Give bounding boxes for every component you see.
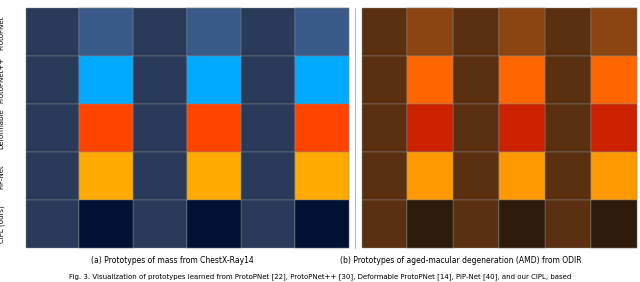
Bar [187, 56, 241, 104]
Bar [241, 8, 295, 56]
Bar [295, 8, 349, 56]
Bar [362, 104, 408, 152]
Bar [591, 200, 637, 248]
Bar [187, 56, 241, 104]
Bar [499, 56, 545, 104]
Bar [453, 152, 499, 200]
Bar [453, 56, 499, 104]
Bar [26, 56, 79, 104]
Bar [545, 200, 591, 248]
Text: Fig. 3. Visualization of prototypes learned from ProtoPNet [22], ProtoPNet++ [30: Fig. 3. Visualization of prototypes lear… [69, 274, 571, 280]
Bar [499, 152, 545, 200]
Bar [295, 200, 349, 248]
Bar [79, 56, 133, 104]
Bar [241, 152, 295, 200]
Bar [499, 104, 545, 152]
Bar [408, 8, 453, 56]
Bar [187, 200, 241, 248]
Bar [79, 152, 133, 200]
Bar [408, 200, 453, 248]
Bar [79, 56, 133, 104]
Bar [499, 8, 545, 56]
Bar [362, 8, 408, 56]
Bar [499, 200, 545, 248]
Bar [499, 152, 545, 200]
Bar [295, 56, 349, 104]
Bar [26, 8, 79, 56]
Bar [453, 200, 499, 248]
Bar [79, 152, 133, 200]
Text: (a) Prototypes of mass from ChestX-Ray14: (a) Prototypes of mass from ChestX-Ray14 [92, 256, 254, 265]
Bar [408, 200, 453, 248]
Bar [79, 200, 133, 248]
Bar [408, 56, 453, 104]
Bar [591, 56, 637, 104]
Bar [79, 8, 133, 56]
Bar [499, 56, 545, 104]
Bar [499, 200, 545, 248]
Bar [591, 152, 637, 200]
Text: ProtoPNet: ProtoPNet [0, 15, 4, 50]
Bar [499, 104, 545, 152]
Bar [187, 152, 241, 200]
Bar [133, 56, 187, 104]
Bar [362, 56, 408, 104]
Text: ProtoPNet++: ProtoPNet++ [0, 57, 4, 103]
Bar [79, 104, 133, 152]
Bar [591, 200, 637, 248]
Bar [187, 200, 241, 248]
Bar [545, 152, 591, 200]
Bar [26, 152, 79, 200]
Bar [295, 104, 349, 152]
Text: CIPL (ours): CIPL (ours) [0, 205, 4, 243]
Bar [295, 152, 349, 200]
Text: (b) Prototypes of aged-macular degeneration (AMD) from ODIR: (b) Prototypes of aged-macular degenerat… [340, 256, 582, 265]
Bar [362, 152, 408, 200]
Bar [545, 8, 591, 56]
Bar [79, 200, 133, 248]
Bar [133, 8, 187, 56]
Bar [453, 104, 499, 152]
Text: PiP-Net: PiP-Net [0, 164, 4, 189]
Bar [408, 56, 453, 104]
Bar [591, 104, 637, 152]
Bar [591, 8, 637, 56]
Bar [241, 104, 295, 152]
Bar [591, 8, 637, 56]
Bar [545, 104, 591, 152]
Bar [295, 152, 349, 200]
Bar [408, 152, 453, 200]
Text: Deformable: Deformable [0, 108, 4, 149]
Bar [79, 8, 133, 56]
Bar [408, 8, 453, 56]
Bar [79, 104, 133, 152]
Bar [187, 8, 241, 56]
Bar [295, 104, 349, 152]
Bar [362, 200, 408, 248]
Bar [187, 104, 241, 152]
Bar [499, 8, 545, 56]
Bar [295, 56, 349, 104]
Bar [591, 56, 637, 104]
Bar [133, 104, 187, 152]
Bar [408, 152, 453, 200]
Bar [187, 104, 241, 152]
Bar [187, 8, 241, 56]
Bar [591, 152, 637, 200]
Bar [26, 104, 79, 152]
Bar [408, 104, 453, 152]
Bar [408, 104, 453, 152]
Bar [453, 8, 499, 56]
Bar [591, 104, 637, 152]
Bar [545, 56, 591, 104]
Bar [133, 152, 187, 200]
Bar [241, 56, 295, 104]
Bar [295, 8, 349, 56]
Bar [26, 200, 79, 248]
Bar [241, 200, 295, 248]
Bar [295, 200, 349, 248]
Bar [187, 152, 241, 200]
Bar [133, 200, 187, 248]
